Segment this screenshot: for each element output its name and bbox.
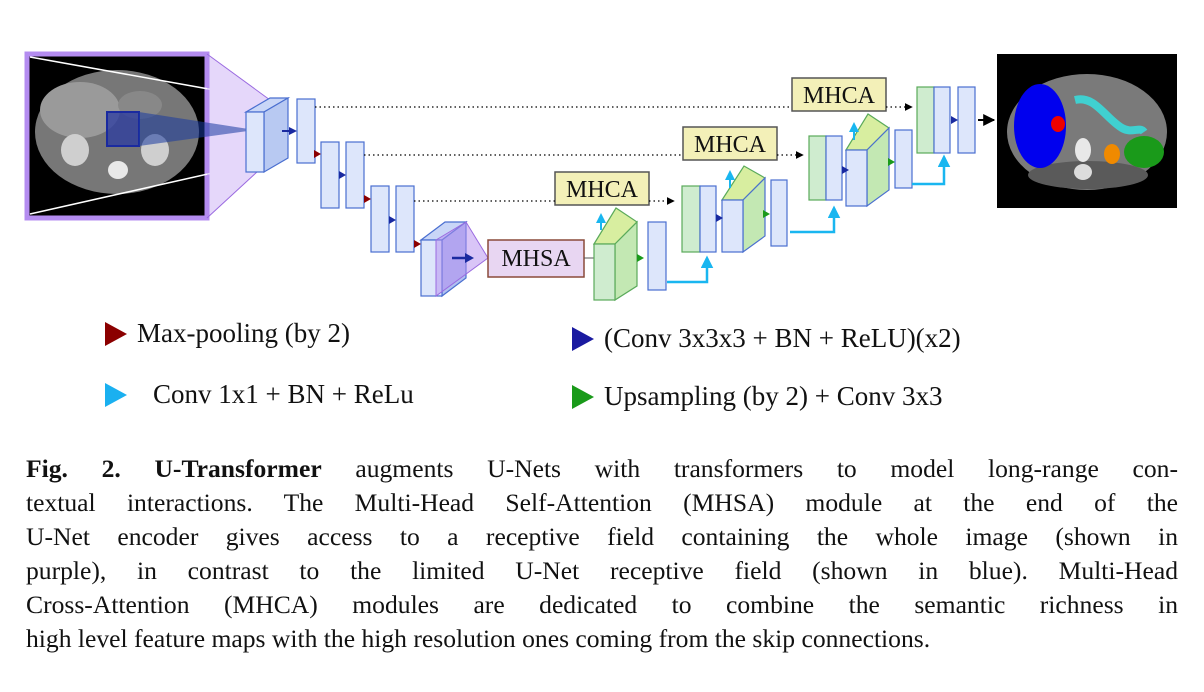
maxpool-arrow <box>364 195 371 203</box>
caption-line-4: purple), in contrast to the limited U-Ne… <box>26 556 1178 585</box>
conv1x1-skip-arrow <box>667 255 714 284</box>
encoder-block-2 <box>320 141 365 209</box>
decoder-block-3 <box>592 207 667 302</box>
mhca-label-low: MHCA <box>566 177 639 203</box>
caption-fig-label: Fig. 2. <box>26 454 121 483</box>
conv-arrow <box>465 253 474 263</box>
caption-line-6: high level feature maps with the high re… <box>26 624 931 653</box>
mhca-label-mid: MHCA <box>694 132 767 158</box>
encoder-block-1 <box>243 96 316 174</box>
conv-arrow <box>716 214 723 222</box>
conv-arrow <box>289 127 297 135</box>
legend-marker-conv3 <box>572 326 594 351</box>
maxpool-arrow <box>314 150 321 158</box>
output-segmentation <box>997 54 1177 208</box>
legend-conv3: (Conv 3x3x3 + BN + ReLU)(x2) <box>572 323 961 354</box>
figure-caption: Fig. 2. U-Transformer augments U-Nets wi… <box>26 452 1178 656</box>
decoder-block-2 <box>681 165 788 254</box>
conv-arrow <box>842 166 849 174</box>
caption-line-3: U-Net encoder gives access to a receptiv… <box>26 522 1178 551</box>
mhsa-label: MHSA <box>501 246 571 272</box>
legend-label-upsampling: Upsampling (by 2) + Conv 3x3 <box>604 381 943 411</box>
legend-conv1x1: Conv 1x1 + BN + ReLu <box>105 379 414 410</box>
decoder-block-final <box>916 86 976 154</box>
caption-line-1: Fig. 2. U-Transformer augments U-Nets wi… <box>26 452 1178 486</box>
legend-label-maxpool: Max-pooling (by 2) <box>137 318 350 348</box>
caption-line-2: textual interactions. The Multi-Head Sel… <box>26 488 1178 517</box>
legend-label-conv3: (Conv 3x3x3 + BN + ReLU)(x2) <box>604 323 961 353</box>
conv-arrow <box>951 116 958 124</box>
upsample-arrow <box>888 158 895 166</box>
caption-model-name: U-Transformer <box>154 454 322 483</box>
u-transformer-diagram: MHSA MHCA MHCA <box>24 51 1177 302</box>
caption-line-5: Cross-Attention (MHCA) modules are dedic… <box>26 590 1178 619</box>
decoder-block-1 <box>808 113 913 208</box>
conv-arrow <box>389 216 396 224</box>
mhca-module-low: MHCA <box>554 171 650 206</box>
encoder-map-1b <box>296 98 316 164</box>
legend-upsampling: Upsampling (by 2) + Conv 3x3 <box>572 381 942 412</box>
legend-marker-upsampling <box>572 384 594 409</box>
legend-marker-maxpool <box>105 321 127 346</box>
maxpool-arrow <box>414 240 421 248</box>
conv1x1-skip-arrow <box>912 154 951 186</box>
mhca-label-top: MHCA <box>803 83 876 109</box>
upsample-arrow <box>763 210 770 218</box>
mhsa-module: MHSA <box>487 239 585 278</box>
legend-marker-conv1x1 <box>105 382 127 407</box>
conv1x1-skip-arrow <box>790 205 841 234</box>
mhca-module-mid: MHCA <box>682 126 778 161</box>
upsample-arrow <box>637 254 644 262</box>
conv-arrow <box>339 171 346 179</box>
receptive-field-blue <box>139 112 255 146</box>
mhca-module-top: MHCA <box>791 77 887 112</box>
caption-line-1-text: augments U-Nets with transformers to mod… <box>321 454 1178 483</box>
legend-label-conv1x1: Conv 1x1 + BN + ReLu <box>153 379 414 409</box>
legend-maxpooling: Max-pooling (by 2) <box>105 318 350 349</box>
